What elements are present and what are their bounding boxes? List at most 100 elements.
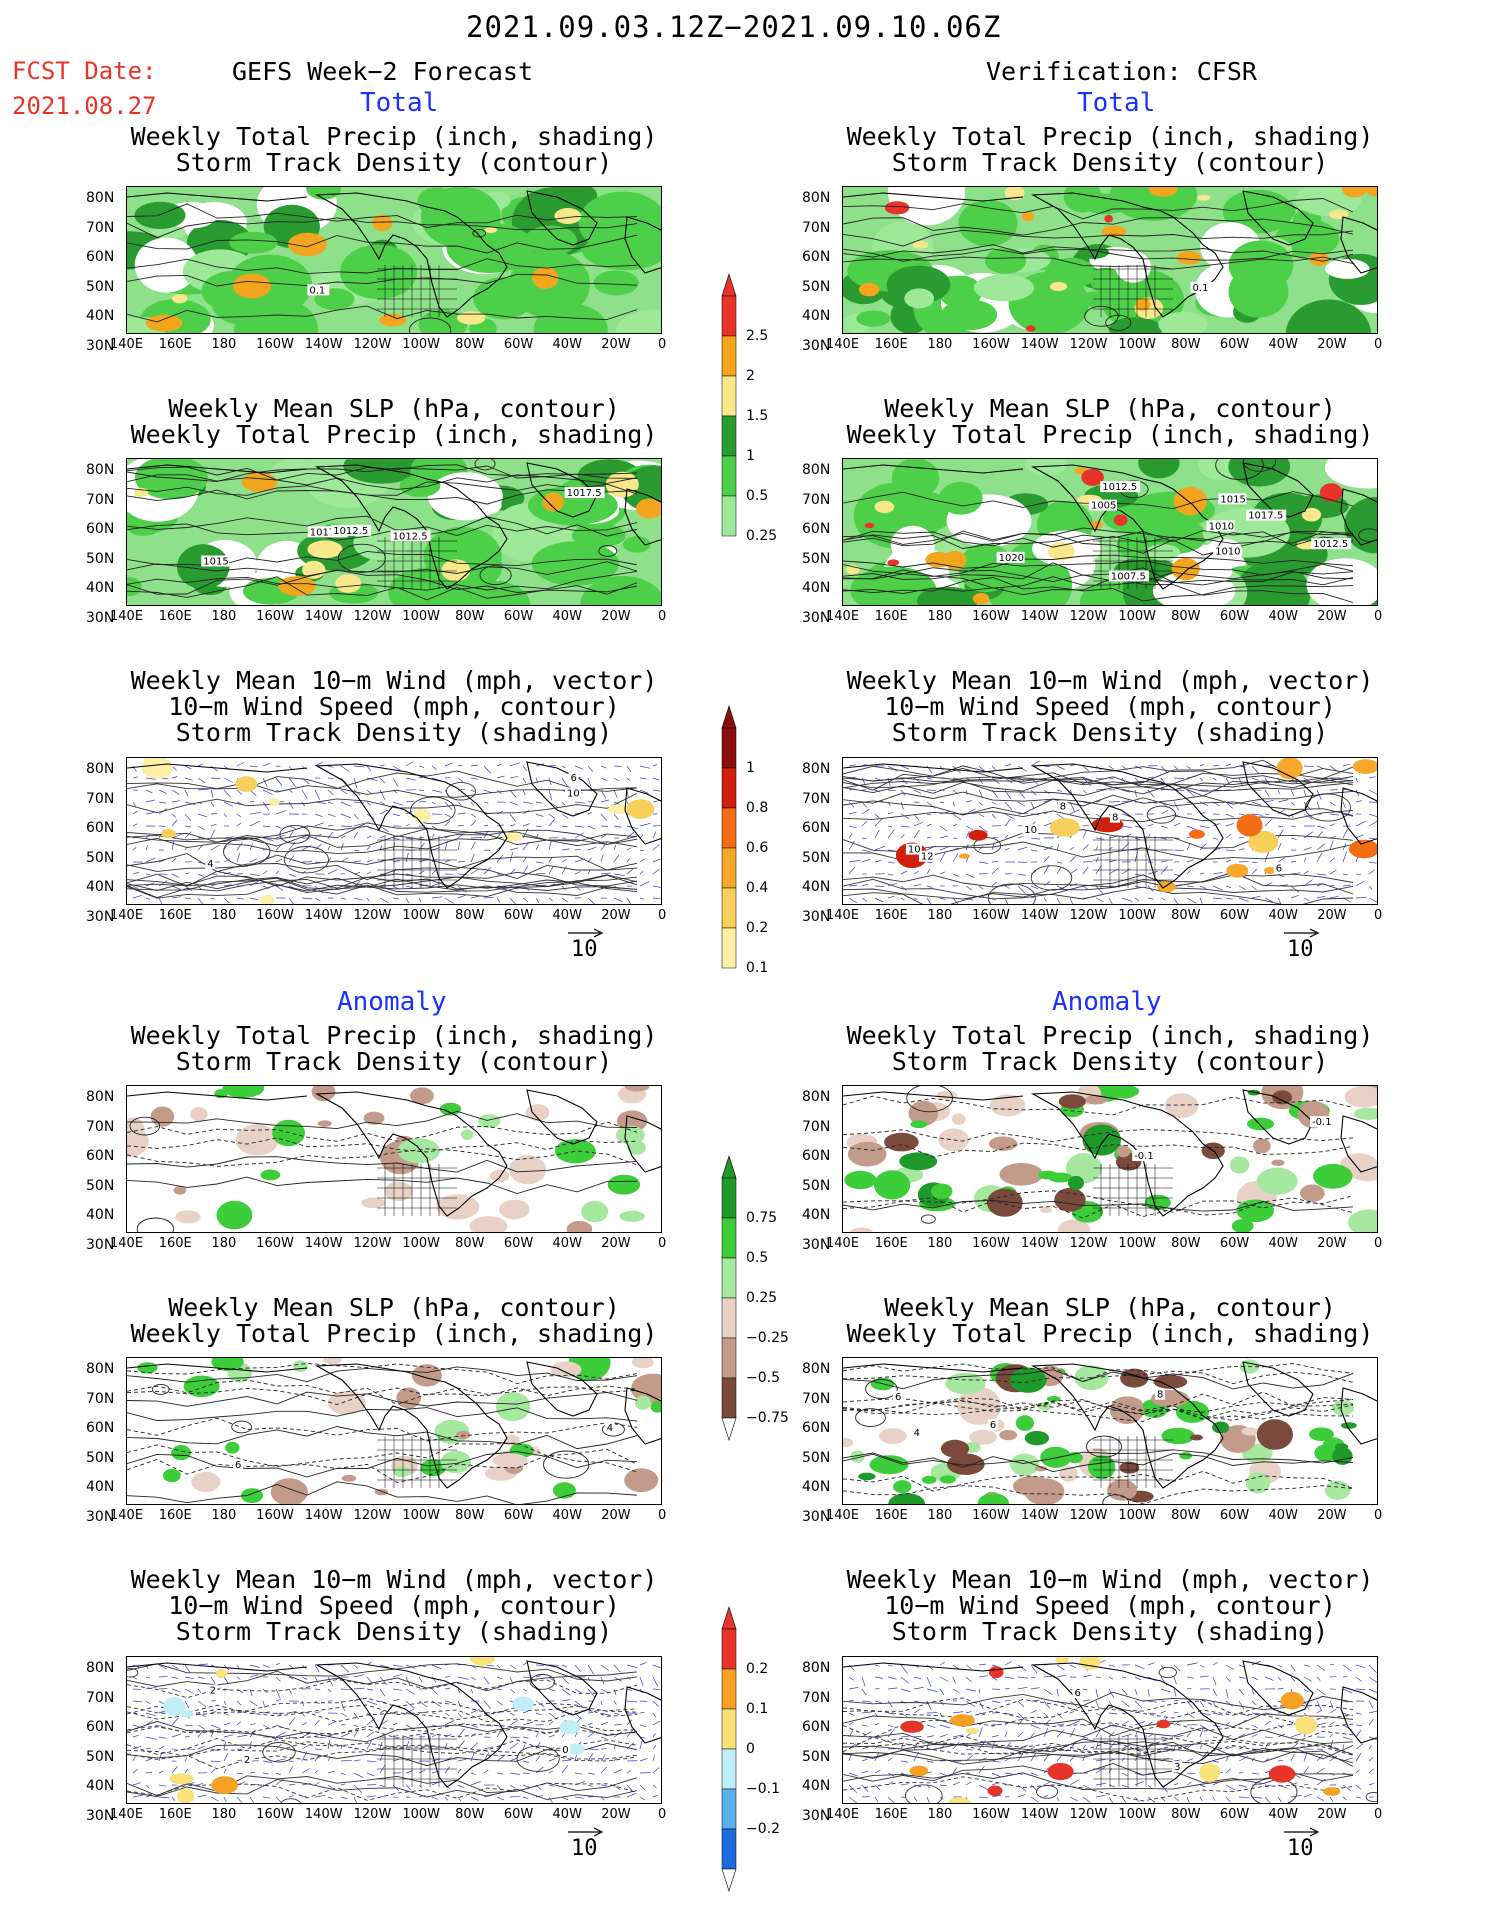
wind-vector	[561, 865, 567, 875]
wind-vector	[652, 1712, 656, 1718]
lon-tick-label: 60W	[1219, 1807, 1250, 1822]
wind-vector	[392, 897, 399, 899]
wind-vector	[1212, 897, 1222, 900]
contour-label: 6	[1072, 1687, 1083, 1699]
shading-blob	[988, 1136, 1018, 1151]
wind-vector	[210, 1796, 219, 1802]
wind-vector	[652, 1767, 660, 1774]
contour-line	[843, 1691, 1354, 1711]
wind-vector	[639, 789, 649, 794]
shading-blob	[323, 1358, 342, 1365]
contour-line	[127, 874, 638, 893]
shading-blob	[999, 1429, 1018, 1441]
wind-vector	[887, 1757, 893, 1762]
shading-blob	[989, 1094, 1026, 1117]
wind-vector	[1082, 1754, 1086, 1762]
wind-vector	[1030, 760, 1040, 767]
contour-label: 6	[232, 1459, 243, 1471]
wind-vector	[1368, 861, 1377, 864]
wind-vector	[1355, 1676, 1362, 1682]
wind-vector	[548, 1758, 556, 1762]
wind-vector	[184, 1676, 194, 1680]
coastline	[1031, 1662, 1224, 1788]
wind-vector	[132, 885, 138, 889]
wind-vector	[1004, 777, 1013, 783]
wind-vector	[327, 777, 334, 779]
wind-vector	[639, 1784, 646, 1791]
wind-vector	[340, 1783, 346, 1786]
wind-vector	[236, 1772, 244, 1775]
wind-vector	[1277, 857, 1286, 863]
wind-vector	[158, 1736, 167, 1739]
shading-blob	[546, 187, 598, 209]
wind-vector	[236, 762, 245, 767]
wind-vector	[171, 858, 177, 863]
wind-vector	[1277, 1687, 1284, 1690]
wind-vector	[184, 1664, 191, 1673]
contour-line	[843, 1470, 1354, 1492]
wind-vector	[1095, 1766, 1106, 1774]
lon-tick-label: 80W	[455, 1807, 485, 1822]
wind-vector	[965, 1688, 976, 1692]
wind-vector	[1316, 1688, 1326, 1696]
wind-vector	[262, 885, 270, 889]
svg-text:12: 12	[921, 852, 934, 863]
lat-tick-label: 60N	[86, 1420, 115, 1436]
wind-vector	[639, 1724, 647, 1728]
colorbar-swatch	[721, 335, 737, 377]
lon-tick-label: 140E	[110, 609, 144, 624]
wind-vector	[861, 1758, 868, 1762]
wind-vector	[887, 1676, 897, 1680]
wind-vector	[1160, 1688, 1171, 1693]
lat-tick-label: 70N	[802, 491, 831, 508]
wind-vector	[1056, 1796, 1060, 1802]
wind-vector	[861, 1784, 869, 1793]
wind-vector	[496, 763, 502, 767]
wind-vector	[496, 1700, 503, 1706]
contour-line	[127, 1391, 638, 1407]
wind-vector	[1069, 1728, 1076, 1738]
wind-vector	[431, 825, 438, 830]
wind-vector	[978, 813, 985, 818]
wind-vector	[444, 841, 448, 851]
wind-vector	[1121, 897, 1133, 902]
panel-title: Weekly Mean 10−m Wind (mph, vector) 10−m …	[106, 1567, 682, 1645]
shading-blob	[173, 1186, 187, 1195]
wind-vector	[1290, 861, 1297, 863]
shading-blob	[1058, 1466, 1078, 1482]
wind-vector	[626, 1770, 631, 1774]
precip-total-colorbar	[721, 273, 737, 537]
wind-vector	[1121, 1720, 1130, 1726]
lon-tick-label: 160W	[972, 1807, 1010, 1822]
wind-vector	[1147, 871, 1158, 875]
wind-vector	[1173, 1699, 1179, 1702]
shading-blob	[869, 1455, 909, 1475]
wind-vector	[1316, 873, 1327, 876]
shading-blob	[1226, 863, 1249, 878]
contour-line	[127, 569, 638, 595]
wind-vector	[1147, 1662, 1155, 1666]
wind-vector	[275, 1676, 281, 1682]
contour-line	[127, 1454, 638, 1483]
wind-vector	[600, 1784, 608, 1787]
wind-vector	[1355, 1752, 1362, 1762]
lon-tick-label: 160W	[972, 1236, 1010, 1251]
shading-blob	[1236, 814, 1263, 837]
wind-vector	[132, 810, 139, 815]
wind-vector	[210, 801, 215, 807]
wind-vector	[249, 873, 260, 876]
colorbar-label: −0.5	[746, 1370, 780, 1386]
shading-blob	[1164, 1093, 1199, 1119]
shading-blob	[302, 560, 326, 579]
wind-vector	[522, 1710, 529, 1714]
wind-vector	[457, 1712, 462, 1718]
wind-vector	[158, 825, 166, 827]
contour-ring	[1304, 793, 1351, 822]
lon-tick-label: 100W	[1118, 609, 1157, 624]
wind-vector	[327, 1688, 332, 1693]
wind-vector	[353, 1772, 364, 1778]
wind-vector	[171, 1717, 179, 1726]
wind-vector	[1264, 1796, 1271, 1803]
wind-vector	[1004, 834, 1009, 839]
lon-tick-label: 140E	[110, 337, 144, 352]
